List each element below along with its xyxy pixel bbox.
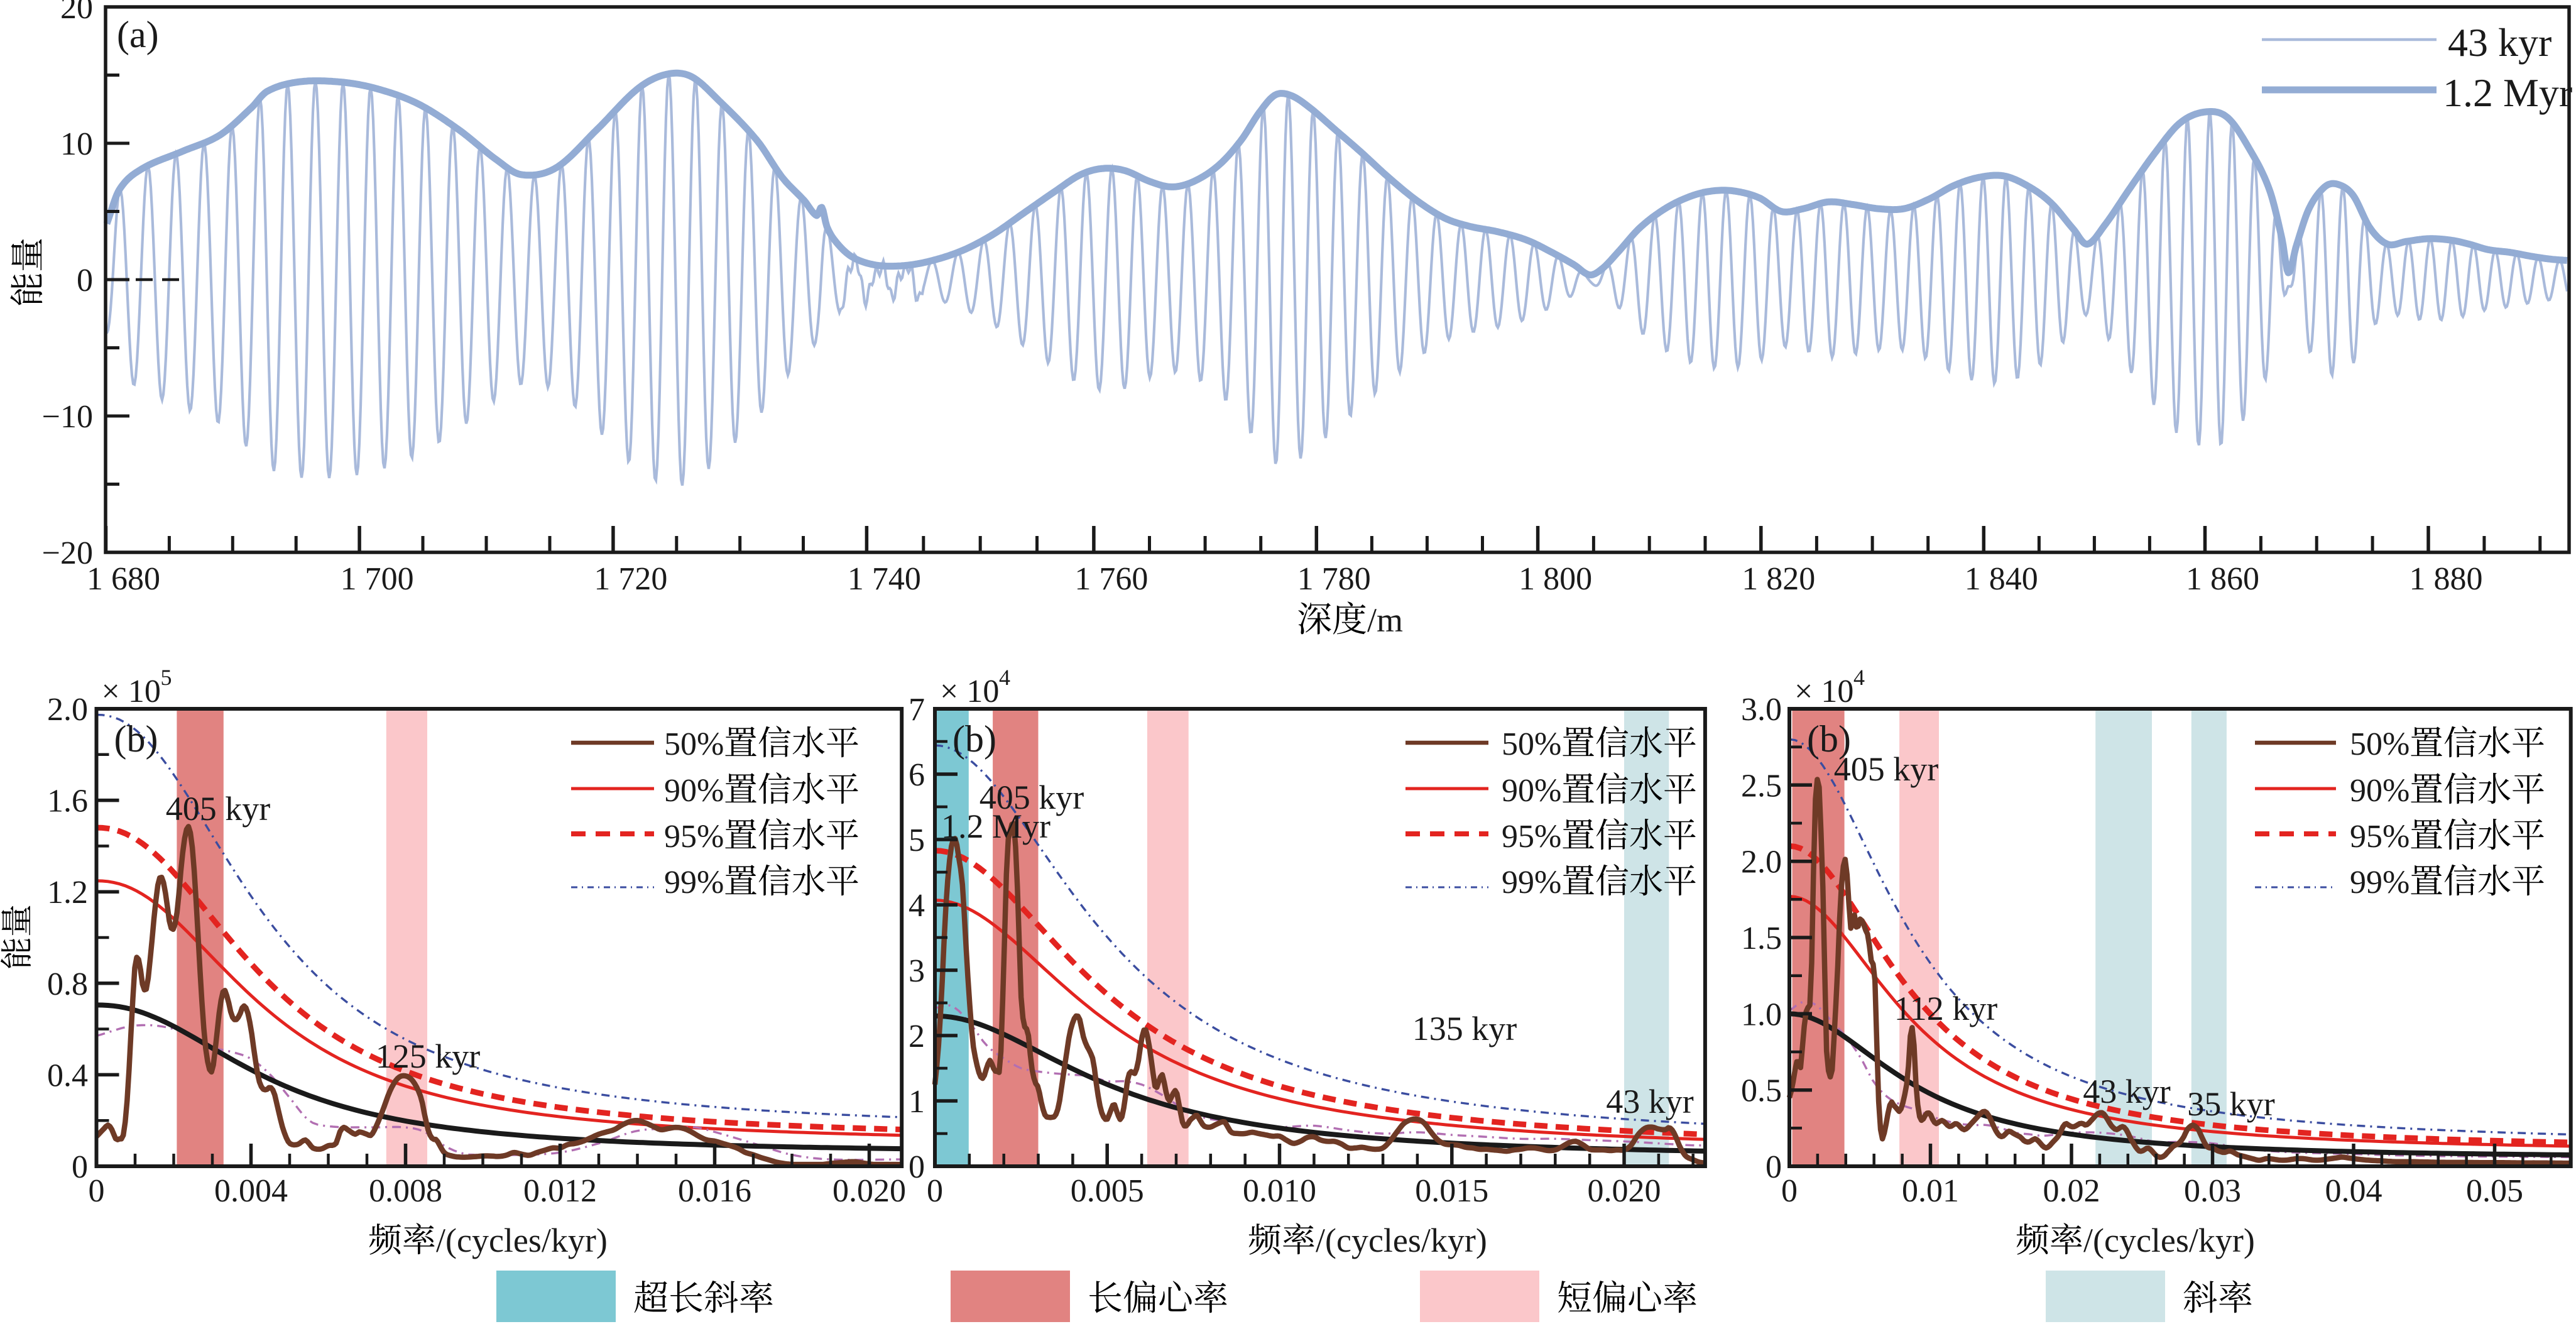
svg-text:1 700: 1 700 (341, 561, 414, 597)
svg-text:/(cycles/kyr): /(cycles/kyr) (436, 1222, 608, 1259)
svg-text:/(cycles/kyr): /(cycles/kyr) (1316, 1222, 1487, 1259)
svg-text:43 kyr: 43 kyr (2083, 1073, 2171, 1110)
svg-text:50%: 50% (1502, 726, 1561, 762)
svg-text:50%: 50% (664, 726, 724, 762)
svg-text:(b): (b) (114, 718, 158, 760)
svg-text:1 860: 1 860 (2186, 561, 2259, 597)
svg-text:3: 3 (909, 953, 925, 989)
svg-text:1 880: 1 880 (2410, 561, 2483, 597)
svg-text:0: 0 (909, 1149, 925, 1185)
svg-text:0.03: 0.03 (2184, 1173, 2241, 1209)
svg-text:0.012: 0.012 (523, 1173, 597, 1209)
svg-text:× 10: × 10 (102, 674, 161, 709)
svg-text:405 kyr: 405 kyr (980, 779, 1084, 816)
svg-text:0: 0 (927, 1173, 943, 1209)
svg-text:0: 0 (72, 1149, 88, 1185)
svg-text:/m: /m (1367, 601, 1403, 639)
svg-text:1 780: 1 780 (1297, 561, 1371, 597)
svg-text:−20: −20 (42, 535, 93, 571)
svg-text:0: 0 (1766, 1149, 1782, 1185)
svg-text:0: 0 (77, 263, 93, 298)
svg-text:6: 6 (909, 757, 925, 793)
svg-text:43 kyr: 43 kyr (1606, 1083, 1694, 1120)
svg-text:1 760: 1 760 (1074, 561, 1148, 597)
svg-text:4: 4 (999, 665, 1010, 690)
svg-text:0.020: 0.020 (1588, 1173, 1661, 1209)
svg-text:1: 1 (909, 1084, 925, 1120)
svg-text:95%: 95% (664, 819, 724, 855)
svg-text:0.004: 0.004 (214, 1173, 288, 1209)
svg-text:99%: 99% (664, 865, 724, 900)
svg-text:0.4: 0.4 (47, 1058, 88, 1093)
svg-text:1.2 Myr: 1.2 Myr (2443, 70, 2572, 115)
svg-text:405 kyr: 405 kyr (1834, 750, 1939, 788)
svg-text:90%: 90% (664, 773, 724, 809)
svg-text:1 800: 1 800 (1519, 561, 1592, 597)
svg-text:× 10: × 10 (1794, 674, 1853, 709)
svg-text:5: 5 (909, 823, 925, 858)
svg-text:0: 0 (89, 1173, 105, 1209)
svg-text:35 kyr: 35 kyr (2187, 1085, 2275, 1123)
svg-text:95%: 95% (2350, 819, 2410, 855)
svg-text:125 kyr: 125 kyr (376, 1037, 481, 1075)
svg-text:0: 0 (1781, 1173, 1798, 1209)
svg-text:99%: 99% (2350, 865, 2410, 900)
svg-text:0.008: 0.008 (369, 1173, 442, 1209)
svg-text:20: 20 (60, 0, 93, 26)
svg-text:0.016: 0.016 (678, 1173, 751, 1209)
svg-text:0.005: 0.005 (1071, 1173, 1144, 1209)
svg-text:95%: 95% (1502, 819, 1561, 855)
svg-text:1 740: 1 740 (848, 561, 921, 597)
svg-text:112 kyr: 112 kyr (1894, 990, 1997, 1027)
svg-text:2.0: 2.0 (47, 692, 88, 728)
svg-text:0.8: 0.8 (47, 966, 88, 1002)
svg-text:(b): (b) (952, 718, 996, 760)
svg-text:10: 10 (60, 126, 93, 162)
svg-text:2.0: 2.0 (1741, 845, 1782, 880)
svg-text:0.02: 0.02 (2043, 1173, 2100, 1209)
svg-text:50%: 50% (2350, 726, 2410, 762)
svg-text:(a): (a) (117, 14, 159, 55)
svg-text:1.6: 1.6 (47, 784, 88, 819)
svg-text:0.05: 0.05 (2466, 1173, 2523, 1209)
svg-text:1.2 Myr: 1.2 Myr (941, 807, 1051, 845)
svg-text:1 720: 1 720 (594, 561, 667, 597)
svg-text:1.0: 1.0 (1741, 997, 1782, 1032)
svg-text:0.04: 0.04 (2325, 1173, 2382, 1209)
svg-text:1 680: 1 680 (87, 561, 160, 597)
svg-text:(b): (b) (1807, 718, 1851, 760)
svg-text:1.5: 1.5 (1741, 921, 1782, 956)
svg-text:43 kyr: 43 kyr (2448, 20, 2551, 65)
svg-text:7: 7 (909, 692, 925, 728)
svg-text:4: 4 (909, 888, 925, 924)
svg-text:90%: 90% (1502, 773, 1561, 809)
svg-text:5: 5 (161, 665, 172, 690)
svg-text:0.015: 0.015 (1415, 1173, 1488, 1209)
svg-text:2: 2 (909, 1019, 925, 1054)
svg-text:90%: 90% (2350, 773, 2410, 809)
svg-text:4: 4 (1853, 665, 1865, 690)
svg-text:0.5: 0.5 (1741, 1073, 1782, 1109)
svg-text:/(cycles/kyr): /(cycles/kyr) (2083, 1222, 2255, 1259)
svg-text:0.010: 0.010 (1243, 1173, 1316, 1209)
svg-text:1 840: 1 840 (1965, 561, 2038, 597)
svg-text:0.01: 0.01 (1902, 1173, 1959, 1209)
svg-text:99%: 99% (1502, 865, 1561, 900)
svg-text:3.0: 3.0 (1741, 692, 1782, 728)
svg-text:−10: −10 (42, 399, 93, 435)
svg-text:0.020: 0.020 (832, 1173, 906, 1209)
svg-text:405 kyr: 405 kyr (166, 790, 271, 828)
svg-text:2.5: 2.5 (1741, 768, 1782, 804)
svg-text:1.2: 1.2 (47, 875, 88, 911)
svg-text:135 kyr: 135 kyr (1412, 1010, 1517, 1047)
svg-text:× 10: × 10 (940, 674, 999, 709)
svg-text:1 820: 1 820 (1742, 561, 1815, 597)
